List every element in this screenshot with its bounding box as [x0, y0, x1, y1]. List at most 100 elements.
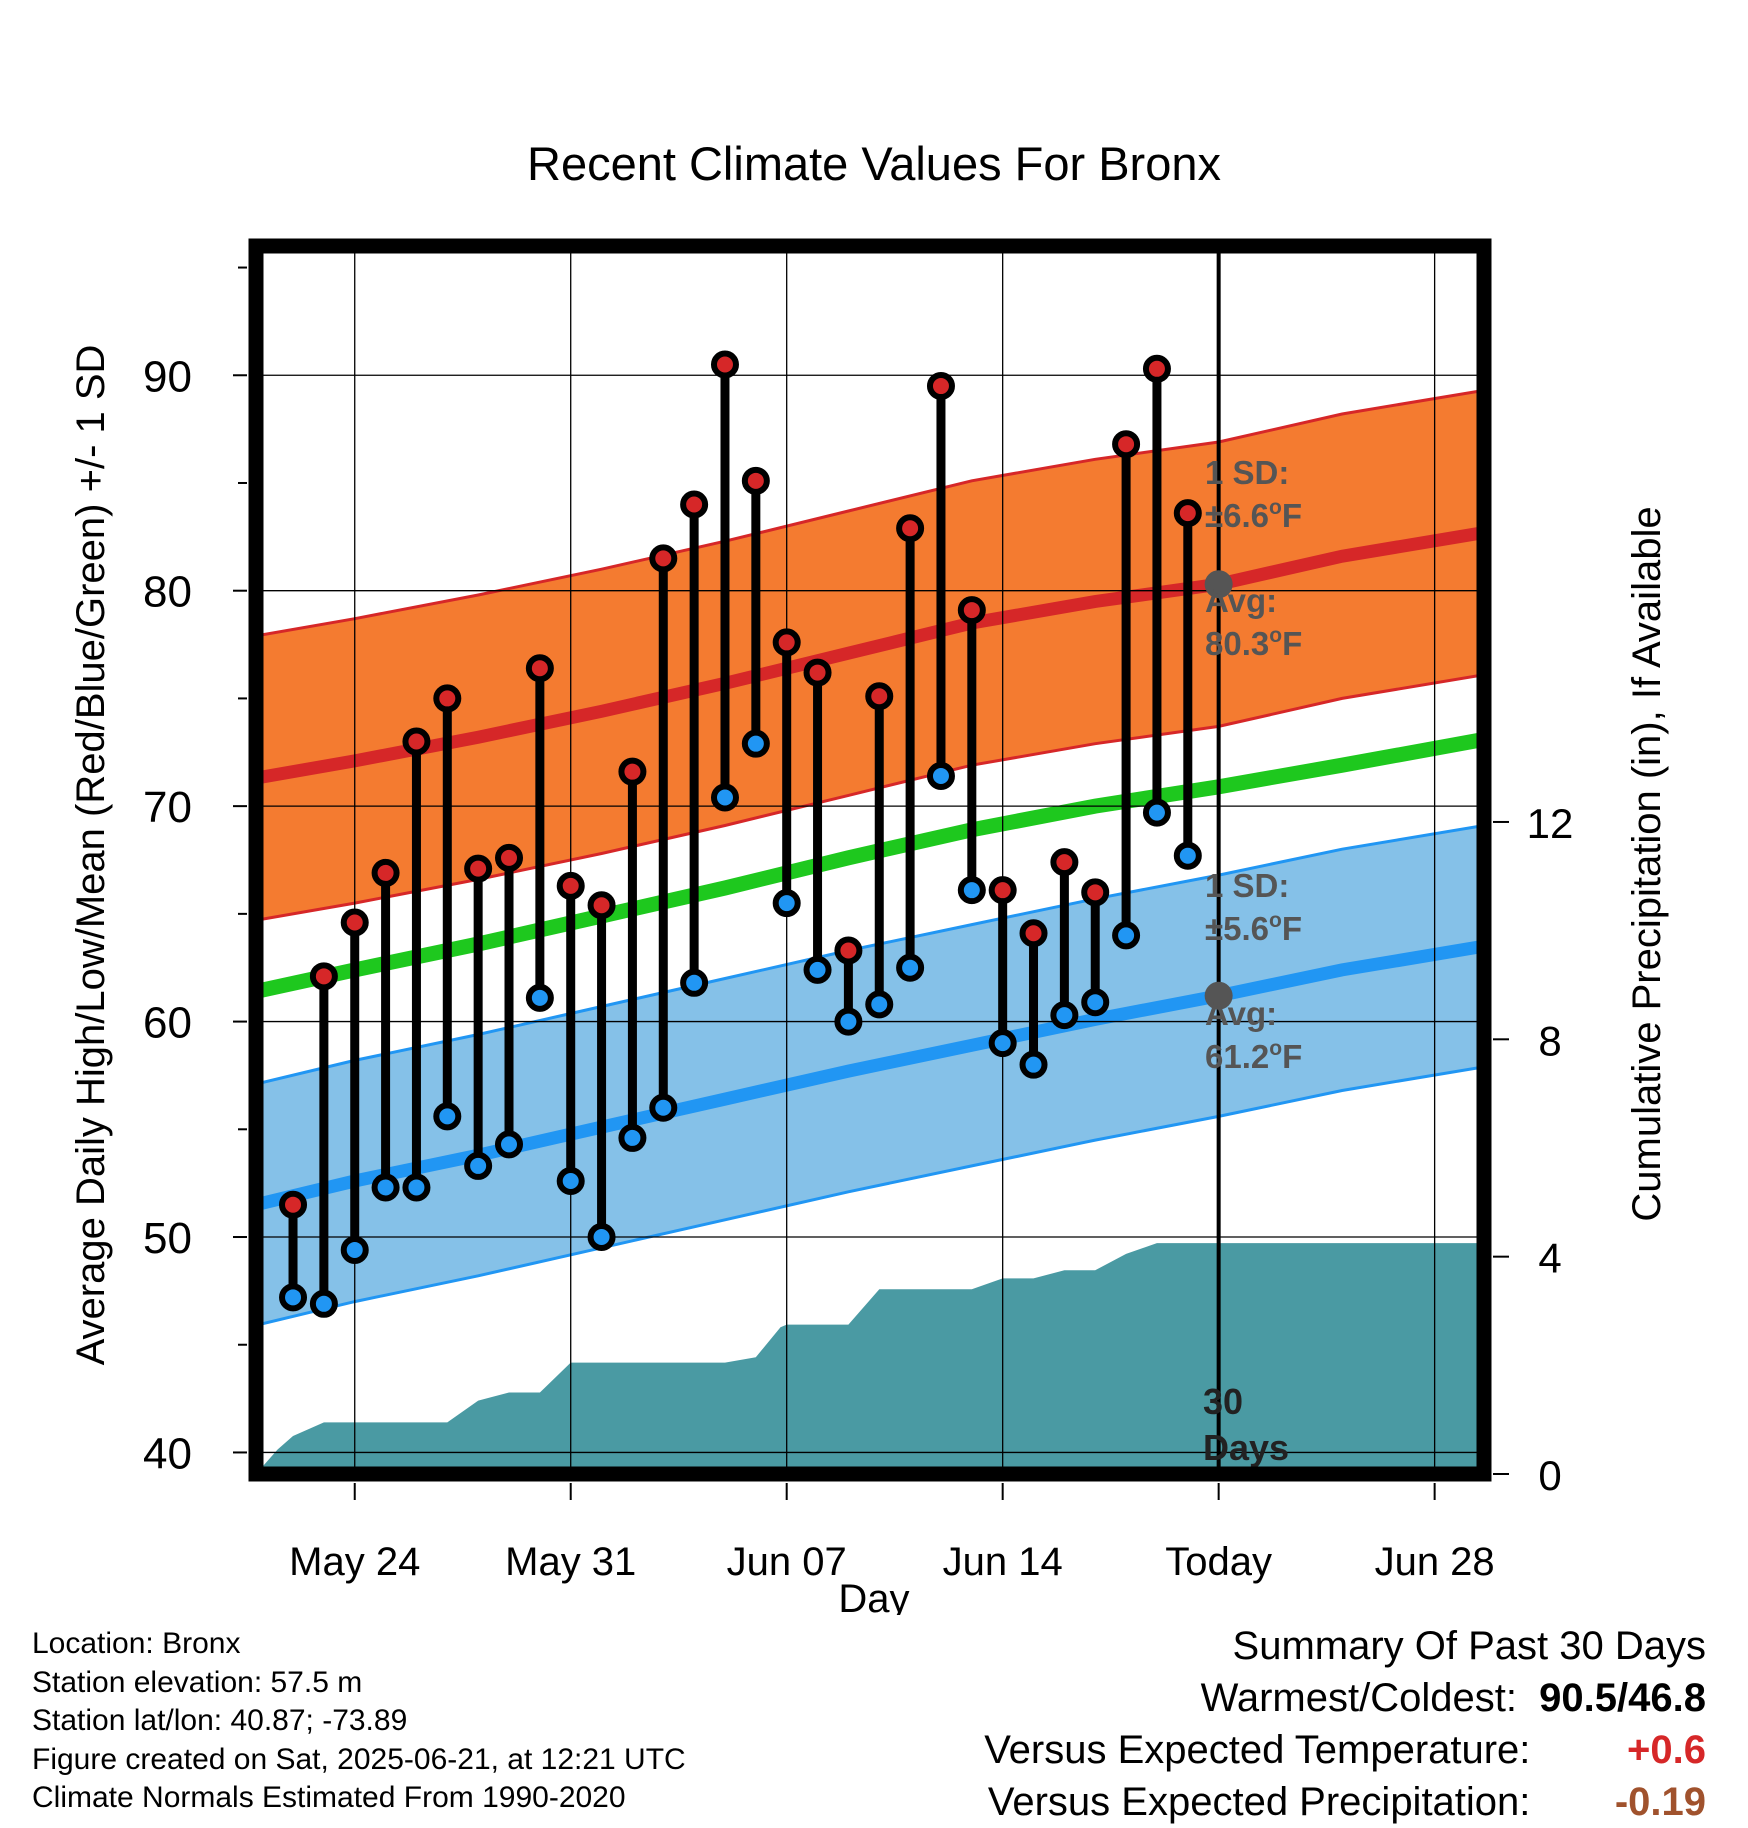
low-sd-value-number: ±5.6	[1205, 910, 1269, 947]
summary-panel: Summary Of Past 30 Days Warmest/Coldest:…	[984, 1620, 1706, 1828]
elevation-text: Station elevation: 57.5 m	[32, 1665, 363, 1699]
low-point	[680, 968, 709, 997]
low-point	[926, 761, 955, 790]
unit-symbol: F	[1282, 497, 1302, 534]
low-point	[1142, 798, 1171, 827]
high-point	[464, 854, 493, 883]
x-tick-label: Jun 07	[727, 1540, 847, 1584]
x-tick-label: May 24	[289, 1540, 420, 1584]
low-point	[464, 1151, 493, 1180]
low-point	[556, 1167, 585, 1196]
precip-anomaly-value: -0.19	[1614, 1780, 1706, 1824]
low-point	[1019, 1050, 1048, 1079]
high-point	[772, 628, 801, 657]
low-point	[1173, 841, 1202, 870]
summary-heading: Summary Of Past 30 Days	[1232, 1624, 1706, 1668]
high-sd-value: ±6.6oF	[1205, 496, 1302, 534]
y-tick-label: 60	[143, 999, 192, 1048]
low-point	[649, 1093, 678, 1122]
station-info: Location: Bronx Station elevation: 57.5 …	[32, 1625, 686, 1818]
y-tick-label: 70	[143, 783, 192, 832]
x-axis-label: Day	[838, 1577, 909, 1615]
high-point	[957, 596, 986, 625]
precip-anomaly-label: Versus Expected Precipitation:	[987, 1780, 1531, 1824]
climate-chart: Recent Climate Values For Bronx 1 SD: ±6.…	[69, 137, 1669, 1615]
high-point	[741, 466, 770, 495]
period-label-number: 30	[1203, 1381, 1243, 1422]
x-tick-label: Jun 14	[943, 1540, 1063, 1584]
high-point	[309, 962, 338, 991]
high-point	[1142, 354, 1171, 383]
avg-low-line	[256, 939, 1484, 1212]
low-point	[834, 1007, 863, 1036]
high-point	[618, 757, 647, 786]
location-text: Location: Bronx	[32, 1627, 241, 1660]
low-point	[1050, 1001, 1079, 1030]
today-avg-high-marker	[1204, 570, 1233, 599]
low-point	[525, 983, 554, 1012]
high-sd-label: 1 SD:	[1205, 454, 1289, 491]
high-sd-value-number: ±6.6	[1205, 497, 1269, 534]
degree-symbol: o	[1269, 1037, 1282, 1060]
low-point	[957, 876, 986, 905]
low-point	[340, 1235, 369, 1264]
high-point	[433, 684, 462, 713]
high-point	[525, 654, 554, 683]
x-tick-label: Jun 28	[1375, 1540, 1495, 1584]
low-point	[710, 783, 739, 812]
high-point	[1112, 430, 1141, 459]
high-avg-value-number: 80.3	[1205, 625, 1269, 662]
low-point	[402, 1173, 431, 1202]
high-point	[1019, 919, 1048, 948]
high-avg-label: Avg:	[1205, 582, 1277, 619]
degree-symbol: o	[1269, 624, 1282, 647]
warmest-value: 90.5/46.8	[1539, 1676, 1706, 1720]
degree-symbol: o	[1269, 496, 1282, 519]
high-point	[680, 490, 709, 519]
low-point	[741, 729, 770, 758]
low-point	[1112, 921, 1141, 950]
high-point	[556, 871, 585, 900]
high-point	[896, 514, 925, 543]
summary-precip-row: Versus Expected Precipitation: -0.19	[984, 1776, 1706, 1828]
high-point	[865, 682, 894, 711]
y-tick-label: 40	[143, 1429, 192, 1478]
low-point	[1081, 988, 1110, 1017]
unit-symbol: F	[1282, 1038, 1302, 1075]
low-point	[618, 1123, 647, 1152]
high-point	[834, 936, 863, 965]
degree-symbol: o	[1269, 909, 1282, 932]
high-point	[649, 544, 678, 573]
x-tick-label: Today	[1165, 1540, 1272, 1584]
high-avg-value: 80.3oF	[1205, 624, 1302, 662]
precip-area	[256, 1243, 1484, 1474]
y2-tick-label: 8	[1538, 1017, 1561, 1064]
temp-anomaly-label: Versus Expected Temperature:	[984, 1728, 1531, 1772]
high-point	[803, 658, 832, 687]
low-avg-label: Avg:	[1205, 995, 1277, 1032]
high-point	[495, 843, 524, 872]
y2-tick-label: 4	[1538, 1235, 1561, 1282]
low-point	[865, 990, 894, 1019]
high-point	[340, 908, 369, 937]
high-point	[926, 372, 955, 401]
low-point	[896, 953, 925, 982]
unit-symbol: F	[1282, 910, 1302, 947]
high-point	[279, 1190, 308, 1219]
low-sd-band	[256, 825, 1484, 1326]
high-point	[988, 876, 1017, 905]
high-sd-lower-line	[256, 673, 1484, 922]
latlon-text: Station lat/lon: 40.87; -73.89	[32, 1704, 408, 1737]
low-sd-value: ±5.6oF	[1205, 909, 1302, 947]
low-point	[371, 1173, 400, 1202]
plot-frame	[248, 238, 1492, 1482]
unit-symbol: F	[1282, 625, 1302, 662]
avg-mean-line	[256, 732, 1484, 999]
high-point	[402, 727, 431, 756]
period-label-days: Days	[1203, 1427, 1289, 1468]
low-point	[587, 1223, 616, 1252]
summary-warmest-row: Warmest/Coldest: 90.5/46.8	[984, 1672, 1706, 1724]
y-tick-label: 50	[143, 1214, 192, 1263]
low-point	[772, 889, 801, 918]
y-tick-label: 90	[143, 352, 192, 401]
